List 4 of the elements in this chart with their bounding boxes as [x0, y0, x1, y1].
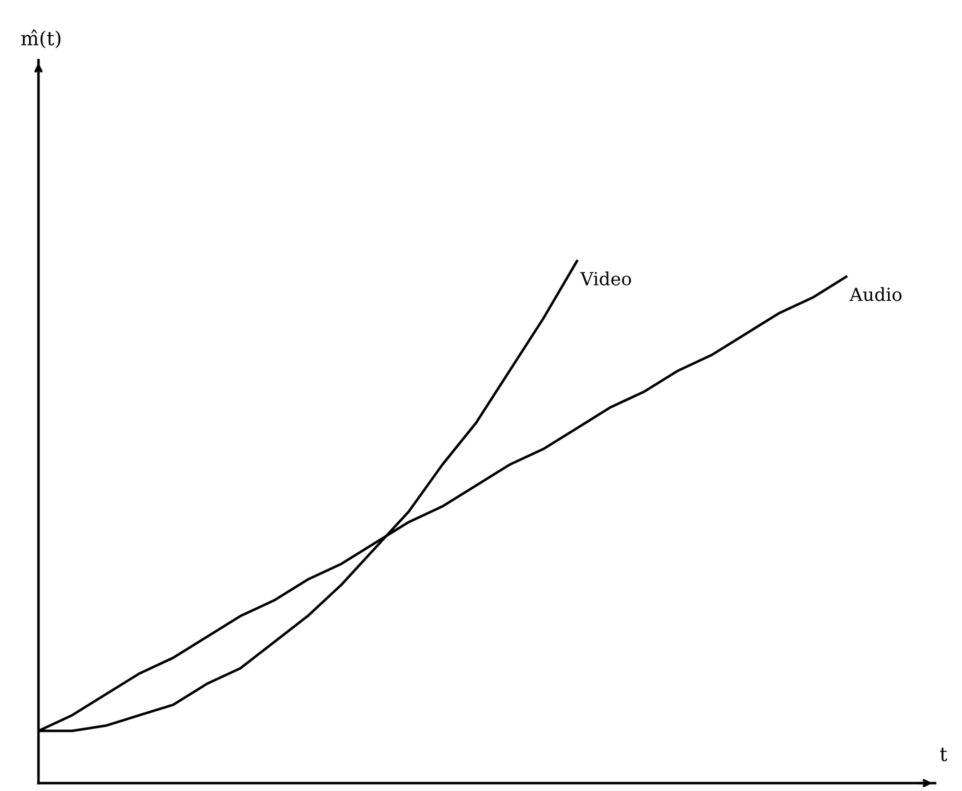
x-axis-title: t	[940, 748, 948, 762]
series-label: Audio	[849, 287, 902, 302]
text: m̂(t)	[21, 30, 60, 48]
series-label: Video	[580, 272, 632, 286]
